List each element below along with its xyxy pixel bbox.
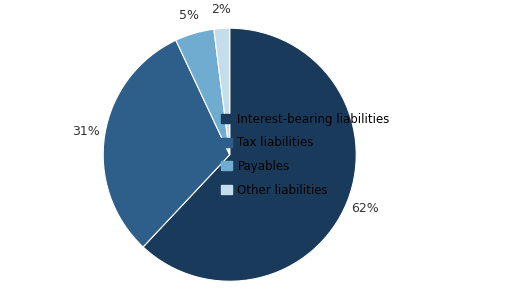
Text: 2%: 2% (210, 3, 230, 16)
Legend: Interest-bearing liabilities, Tax liabilities, Payables, Other liabilities: Interest-bearing liabilities, Tax liabil… (221, 113, 390, 197)
Text: 62%: 62% (351, 202, 379, 215)
Text: 31%: 31% (72, 126, 100, 139)
Wedge shape (214, 28, 230, 155)
Text: 5%: 5% (179, 9, 199, 22)
Wedge shape (103, 40, 230, 247)
Wedge shape (176, 29, 230, 155)
Wedge shape (143, 28, 356, 281)
